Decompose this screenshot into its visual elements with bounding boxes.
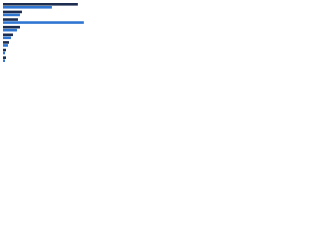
bar xyxy=(3,41,9,44)
bar xyxy=(3,33,13,37)
bar xyxy=(3,36,11,40)
bar xyxy=(3,3,78,6)
bar xyxy=(3,21,84,24)
bar xyxy=(3,51,5,55)
bar xyxy=(3,59,5,62)
bar xyxy=(3,25,20,29)
bar xyxy=(3,10,22,14)
bar xyxy=(3,44,8,47)
bar xyxy=(3,6,52,9)
page: {"chart_data": {"type": "hbar", "categor… xyxy=(0,0,320,71)
bar xyxy=(3,18,18,21)
bar xyxy=(3,28,17,32)
bar xyxy=(3,48,6,52)
chart xyxy=(3,3,84,62)
bar xyxy=(3,13,20,17)
bar xyxy=(3,56,6,59)
